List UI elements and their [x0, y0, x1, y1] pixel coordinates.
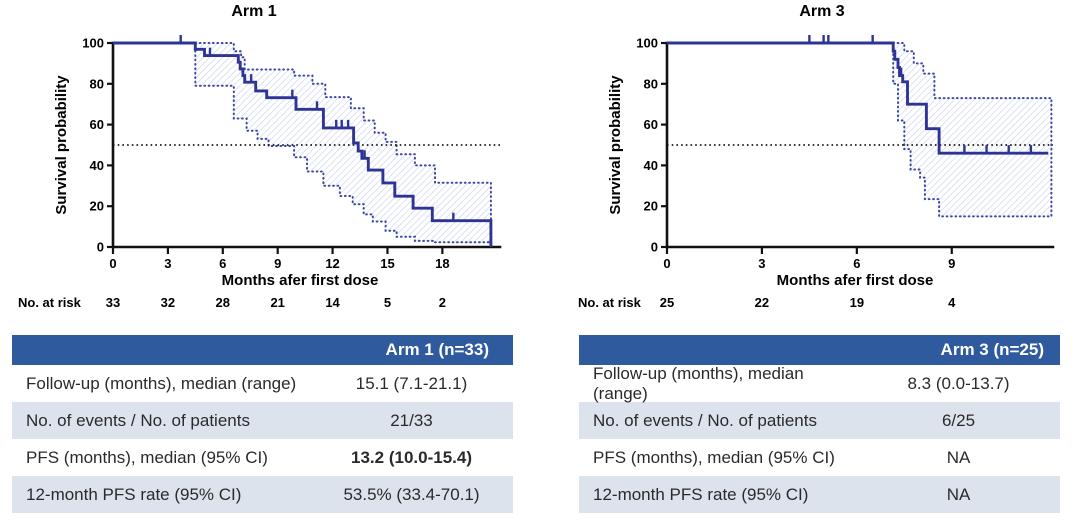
summary-table-arm1: Arm 1 (n=33) Follow-up (months), median … — [12, 335, 513, 513]
risk-count: 19 — [850, 295, 864, 310]
risk-count: 22 — [755, 295, 769, 310]
x-tick-label: 9 — [948, 256, 955, 271]
x-tick-label: 6 — [853, 256, 860, 271]
row-label: 12-month PFS rate (95% CI) — [26, 484, 242, 504]
risk-count: 25 — [660, 295, 674, 310]
y-axis-label: Survival probability — [607, 75, 624, 215]
x-tick-label: 6 — [219, 256, 226, 271]
row-label: PFS (months), median (95% CI) — [593, 447, 835, 467]
table-row: Follow-up (months), median (range) 15.1 … — [12, 365, 513, 402]
x-tick-label: 9 — [274, 256, 281, 271]
row-label: Follow-up (months), median (range) — [26, 373, 297, 393]
x-tick-label: 0 — [663, 256, 670, 271]
x-tick-label: 15 — [380, 256, 394, 271]
confidence-band-outline — [892, 42, 1053, 218]
row-value: 21/33 — [390, 410, 433, 430]
row-label: Follow-up (months), median (range) — [593, 363, 804, 403]
y-tick-label: 80 — [90, 76, 104, 91]
y-tick-label: 0 — [651, 240, 658, 255]
x-axis-label: Months afer first dose — [777, 272, 934, 289]
risk-row-label: No. at risk — [18, 295, 82, 310]
table-row: No. of events / No. of patients 6/25 — [579, 402, 1060, 439]
x-axis-label: Months afer first dose — [222, 272, 379, 289]
table-row: Follow-up (months), median (range) 8.3 (… — [579, 363, 1060, 403]
y-tick-label: 60 — [90, 117, 104, 132]
confidence-band-outline — [194, 42, 492, 244]
table-row: PFS (months), median (95% CI) NA — [579, 439, 1060, 476]
y-tick-label: 0 — [97, 240, 104, 255]
y-tick-label: 100 — [82, 36, 104, 51]
table-row: PFS (months), median (95% CI) 13.2 (10.0… — [12, 439, 513, 476]
row-label: PFS (months), median (95% CI) — [26, 447, 268, 467]
row-value: 6/25 — [941, 410, 976, 430]
x-tick-label: 0 — [109, 256, 116, 271]
confidence-band — [195, 43, 491, 243]
row-label: No. of events / No. of patients — [593, 410, 817, 430]
risk-count: 21 — [270, 295, 284, 310]
row-value: 13.2 (10.0-15.4) — [351, 447, 472, 467]
y-tick-label: 40 — [90, 158, 104, 173]
risk-count: 4 — [948, 295, 956, 310]
table-header-label: Arm 1 (n=33) — [385, 340, 489, 359]
y-tick-label: 100 — [636, 36, 658, 51]
table-row: 12-month PFS rate (95% CI) 53.5% (33.4-7… — [12, 476, 513, 513]
x-tick-label: 3 — [164, 256, 171, 271]
row-value: 15.1 (7.1-21.1) — [355, 373, 468, 393]
y-tick-label: 40 — [644, 158, 658, 173]
y-tick-label: 80 — [644, 76, 658, 91]
table-header-label: Arm 3 (n=25) — [940, 340, 1044, 359]
chart-title: Arm 1 — [231, 3, 276, 20]
table-row: No. of events / No. of patients 21/33 — [12, 402, 513, 439]
risk-count: 2 — [439, 295, 446, 310]
y-tick-label: 20 — [90, 199, 104, 214]
risk-count: 33 — [106, 295, 120, 310]
chart-title: Arm 3 — [799, 3, 844, 20]
survival-curve — [667, 41, 1049, 155]
survival-curve — [113, 41, 493, 247]
risk-count: 5 — [384, 295, 391, 310]
risk-count: 28 — [216, 295, 230, 310]
risk-count: 32 — [161, 295, 175, 310]
risk-row-label: No. at risk — [578, 295, 642, 310]
row-value: 8.3 (0.0-13.7) — [907, 373, 1010, 393]
row-label: No. of events / No. of patients — [26, 410, 250, 430]
y-axis-label: Survival probability — [53, 75, 70, 215]
risk-count: 14 — [325, 295, 340, 310]
table-header-arm1: Arm 1 (n=33) — [12, 335, 513, 365]
y-tick-label: 20 — [644, 199, 658, 214]
table-header-arm3: Arm 3 (n=25) — [579, 335, 1060, 365]
confidence-band — [893, 43, 1052, 217]
km-plot-arm3: 0 20 40 60 80 100 0 25 3 22 6 19 9 4 Arm 3 Survival pro… — [578, 3, 1055, 310]
x-tick-label: 3 — [758, 256, 765, 271]
row-value: NA — [946, 484, 971, 504]
summary-table-arm3: Arm 3 (n=25) Follow-up (months), median … — [579, 335, 1060, 513]
row-value: NA — [946, 447, 971, 467]
y-tick-label: 60 — [644, 117, 658, 132]
row-label: 12-month PFS rate (95% CI) — [593, 484, 809, 504]
row-value: 53.5% (33.4-70.1) — [343, 484, 480, 504]
x-tick-label: 12 — [325, 256, 339, 271]
table-row: 12-month PFS rate (95% CI) NA — [579, 476, 1060, 513]
x-tick-label: 18 — [435, 256, 449, 271]
